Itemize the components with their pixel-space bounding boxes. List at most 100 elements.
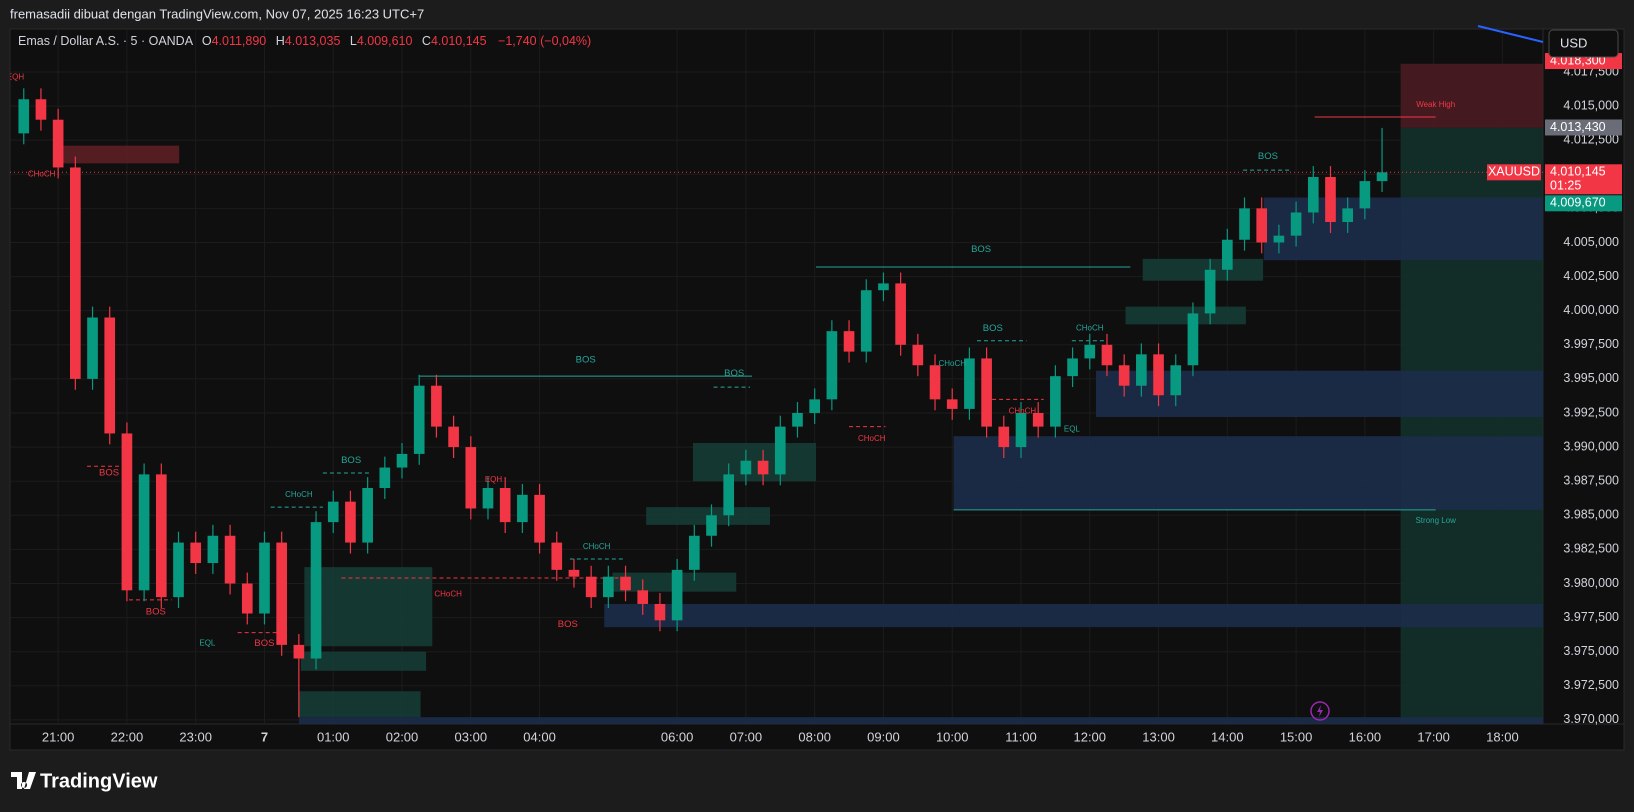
y-tick-label: 3.990,000 (1563, 439, 1619, 453)
candle-body (259, 542, 270, 614)
candle-body (70, 167, 81, 379)
legend-key: H (276, 34, 285, 48)
zone (298, 691, 421, 718)
candle-body (568, 569, 580, 577)
candle-body (517, 494, 528, 523)
zone (54, 145, 180, 164)
annotation: Strong Low (1415, 516, 1456, 525)
zone (953, 436, 1543, 510)
annotation: EQH (7, 73, 25, 82)
legend: Emas / Dollar A.S. · 5 · OANDA O4.011,89… (18, 34, 591, 48)
symbol-tag-label: XAUUSD (1488, 165, 1540, 179)
candle-body (1359, 181, 1371, 209)
candle-body (740, 460, 752, 475)
x-tick-label: 17:00 (1417, 729, 1450, 744)
zone (692, 442, 817, 482)
legend-value: 4.013,035 (285, 34, 341, 48)
candle-body (345, 501, 356, 543)
x-tick-label: 10:00 (936, 729, 969, 744)
x-tick-label: 14:00 (1211, 729, 1244, 744)
candle-body (379, 467, 391, 489)
legend-key: C (422, 34, 431, 48)
candle-body (809, 399, 821, 413)
candle-body (1307, 177, 1319, 213)
y-tick-label: 4.005,000 (1563, 235, 1619, 249)
x-tick-label: 12:00 (1073, 729, 1106, 744)
candle-body (757, 460, 769, 475)
zone (1263, 197, 1543, 261)
candle-body (1084, 344, 1096, 359)
legend-value: 4.010,145 (431, 34, 487, 48)
annotation: CHoCH (1076, 324, 1104, 333)
candle-body (1342, 208, 1354, 223)
y-tick-label: 4.000,000 (1563, 303, 1619, 317)
price-tag (1545, 119, 1622, 136)
alert-icon[interactable] (1310, 701, 1330, 721)
annotation: EQH (485, 475, 503, 484)
y-tick-label: 4.012,500 (1563, 132, 1619, 146)
y-tick-label: 4.015,000 (1563, 98, 1619, 112)
candle-body (1118, 365, 1130, 386)
candle-body (1067, 358, 1078, 377)
candle-body (87, 317, 98, 379)
symbol-tag (1487, 164, 1541, 181)
y-tick-label: 3.987,500 (1563, 473, 1619, 487)
annotation: CHoCH (858, 434, 886, 443)
y-tick-label: 3.975,000 (1563, 644, 1619, 658)
x-tick-label: 13:00 (1142, 729, 1175, 744)
candle-body (826, 331, 838, 400)
y-tick-label: 3.977,500 (1563, 610, 1619, 624)
candle-body (241, 583, 253, 614)
candle-body (310, 522, 322, 659)
candle-body (792, 412, 803, 427)
y-tick-label: 3.992,500 (1563, 405, 1619, 419)
x-tick-label: 07:00 (730, 729, 763, 744)
candle-body (499, 488, 511, 523)
annotation: BOS (341, 455, 361, 466)
candle-body (362, 488, 373, 543)
currency-button-label[interactable]: USD (1560, 35, 1587, 50)
annotation: BOS (254, 638, 274, 649)
candle-body (431, 385, 442, 427)
candle-body (1239, 208, 1250, 240)
price-tag-label: 4.009,670 (1550, 196, 1606, 210)
candle-body (551, 542, 563, 570)
axes: 3.970,000 3.972,500 3.975,000 3.977,500 3.98… (42, 53, 1622, 744)
candle-body (774, 426, 786, 475)
candle-body (706, 515, 717, 536)
logo-mark (11, 772, 36, 789)
annotation: BOS (1258, 151, 1278, 162)
candle-body (723, 474, 735, 516)
zone (1125, 306, 1246, 325)
symbol-title: Emas / Dollar A.S. · 5 · OANDA (18, 34, 194, 48)
candle-body (688, 535, 700, 570)
zone (1400, 63, 1543, 128)
annotation: EQL (1064, 424, 1081, 433)
candle-body (18, 99, 30, 134)
annotation: BOS (558, 619, 578, 630)
candle-body (878, 283, 889, 291)
x-tick-label: 02:00 (386, 729, 419, 744)
candle-body (1153, 354, 1164, 396)
y-tick-label: 3.980,000 (1563, 576, 1619, 590)
candle-body (1170, 365, 1182, 396)
candle-body (1290, 212, 1302, 236)
candle-body (671, 569, 683, 621)
y-tick-label: 3.972,500 (1563, 678, 1619, 692)
candle-body (1376, 172, 1388, 182)
annotation: BOS (983, 323, 1003, 334)
currency-button[interactable] (1548, 29, 1619, 58)
header-text: fremasadii dibuat dengan TradingView.com… (10, 6, 424, 21)
annotation: EQL (199, 639, 216, 648)
y-tick-label: 3.985,000 (1563, 508, 1619, 522)
price-tag (1545, 195, 1622, 212)
candle-body (1204, 269, 1216, 314)
candle-body (465, 447, 477, 509)
annotation: CHoCH (1009, 407, 1037, 416)
legend-value: 4.009,610 (357, 34, 413, 48)
x-tick-label: 01:00 (317, 729, 350, 744)
candle-body (482, 488, 494, 509)
annotation: BOS (99, 468, 119, 479)
x-tick-label: 15:00 (1280, 729, 1313, 744)
annotation: CHoCH (285, 490, 313, 499)
